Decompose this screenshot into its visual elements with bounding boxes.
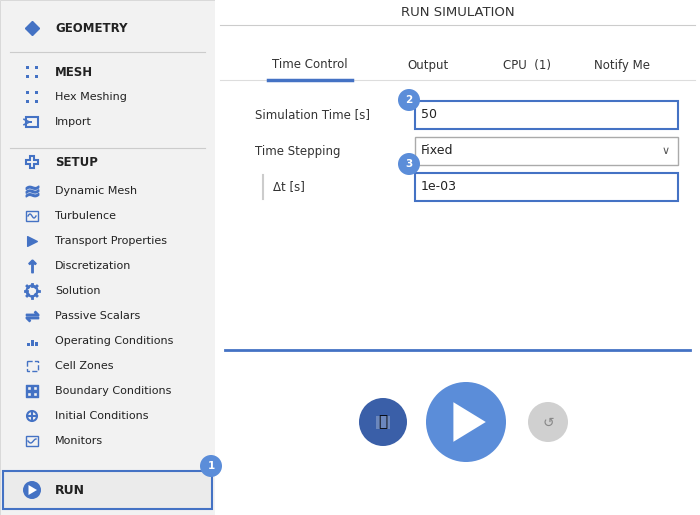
Text: Dynamic Mesh: Dynamic Mesh — [55, 186, 137, 196]
Circle shape — [398, 153, 420, 175]
Text: Operating Conditions: Operating Conditions — [55, 336, 174, 346]
Text: CPU  (1): CPU (1) — [503, 59, 551, 72]
Text: 🖫: 🖫 — [379, 415, 388, 430]
Text: ↺: ↺ — [542, 416, 554, 430]
Text: 50: 50 — [421, 109, 437, 122]
Text: Monitors: Monitors — [55, 436, 103, 446]
Text: Fixed: Fixed — [421, 145, 454, 158]
Bar — [35, 75, 38, 78]
Polygon shape — [454, 402, 486, 442]
Bar — [35, 100, 38, 103]
Text: 1: 1 — [207, 461, 215, 471]
Text: Time Control: Time Control — [272, 59, 348, 72]
Circle shape — [426, 382, 506, 462]
Text: 3: 3 — [405, 159, 412, 169]
Bar — [376, 416, 390, 429]
Bar — [26, 66, 29, 69]
Bar — [415, 137, 678, 165]
Text: RUN: RUN — [55, 484, 85, 496]
Text: Initial Conditions: Initial Conditions — [55, 411, 148, 421]
Text: Notify Me: Notify Me — [594, 59, 650, 72]
Circle shape — [528, 402, 568, 442]
Polygon shape — [29, 485, 37, 495]
Bar — [27, 343, 30, 346]
Text: Solution: Solution — [55, 286, 101, 296]
Text: GEOMETRY: GEOMETRY — [55, 22, 127, 35]
Bar — [0, 0, 215, 515]
Text: SETUP: SETUP — [55, 156, 98, 168]
Circle shape — [398, 89, 420, 111]
Text: Boundary Conditions: Boundary Conditions — [55, 386, 172, 396]
Bar — [26, 100, 29, 103]
Text: ∨: ∨ — [662, 146, 670, 156]
Bar — [35, 341, 38, 346]
Text: Discretization: Discretization — [55, 261, 132, 271]
Text: 1e-03: 1e-03 — [421, 180, 457, 194]
Circle shape — [23, 481, 41, 499]
Text: Turbulence: Turbulence — [55, 211, 116, 221]
Text: Passive Scalars: Passive Scalars — [55, 311, 140, 321]
Bar — [26, 75, 29, 78]
Bar — [3, 471, 212, 509]
Text: Cell Zones: Cell Zones — [55, 361, 113, 371]
Text: Δt [s]: Δt [s] — [273, 180, 305, 194]
Circle shape — [359, 398, 407, 446]
Bar — [31, 340, 34, 346]
Text: Time Stepping: Time Stepping — [255, 145, 340, 158]
Text: Import: Import — [55, 117, 92, 127]
Bar — [35, 91, 38, 94]
Bar — [415, 173, 678, 201]
Bar — [26, 91, 29, 94]
Text: 2: 2 — [405, 95, 412, 105]
Bar — [415, 101, 678, 129]
Bar — [215, 0, 700, 515]
Text: Hex Meshing: Hex Meshing — [55, 92, 127, 102]
Text: MESH: MESH — [55, 65, 93, 78]
Bar — [35, 66, 38, 69]
Text: Simulation Time [s]: Simulation Time [s] — [255, 109, 370, 122]
Circle shape — [200, 455, 222, 477]
Text: RUN SIMULATION: RUN SIMULATION — [400, 6, 514, 19]
Text: Transport Properties: Transport Properties — [55, 236, 167, 246]
Text: Output: Output — [407, 59, 449, 72]
